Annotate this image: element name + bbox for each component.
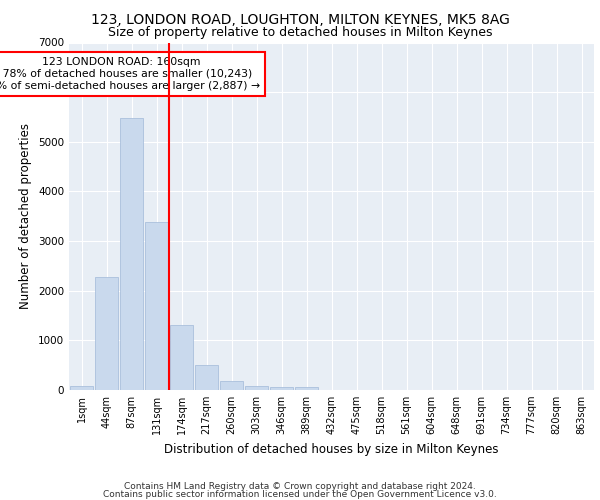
Bar [245,386,268,390]
Text: Contains public sector information licensed under the Open Government Licence v3: Contains public sector information licen… [103,490,497,499]
Bar [145,222,168,390]
X-axis label: Distribution of detached houses by size in Milton Keynes: Distribution of detached houses by size … [164,442,499,456]
Y-axis label: Number of detached properties: Number of detached properties [19,123,32,309]
Bar [120,118,143,390]
Bar [220,382,243,390]
Bar [70,386,93,390]
Bar [270,387,293,390]
Text: Size of property relative to detached houses in Milton Keynes: Size of property relative to detached ho… [108,26,492,39]
Bar [170,326,193,390]
Bar [195,365,218,390]
Bar [95,277,118,390]
Text: 123, LONDON ROAD, LOUGHTON, MILTON KEYNES, MK5 8AG: 123, LONDON ROAD, LOUGHTON, MILTON KEYNE… [91,12,509,26]
Text: Contains HM Land Registry data © Crown copyright and database right 2024.: Contains HM Land Registry data © Crown c… [124,482,476,491]
Bar [295,388,318,390]
Text: 123 LONDON ROAD: 160sqm
← 78% of detached houses are smaller (10,243)
22% of sem: 123 LONDON ROAD: 160sqm ← 78% of detache… [0,58,260,90]
